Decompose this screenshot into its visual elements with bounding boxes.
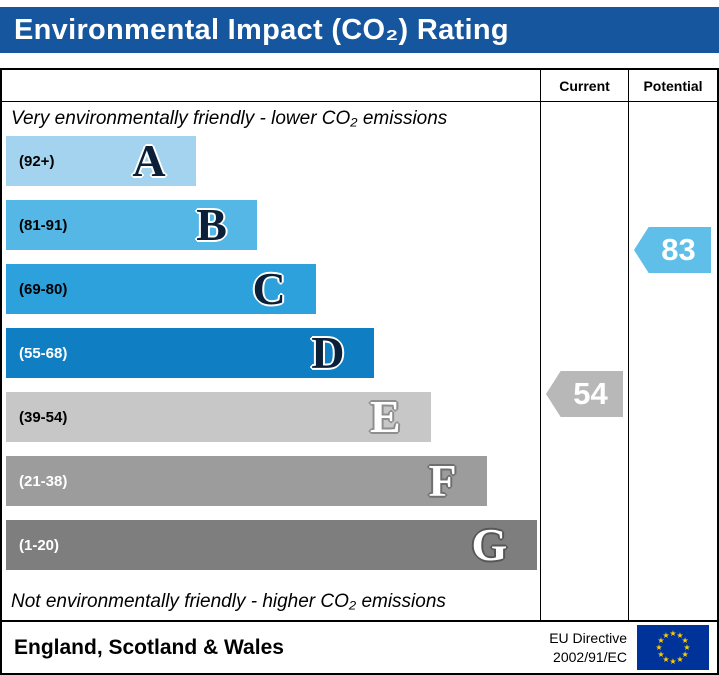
epc-co2-page: Environmental Impact (CO₂) Rating Curren… (0, 7, 719, 675)
band-row-g: (1-20) G (6, 520, 540, 584)
svg-text:★: ★ (657, 636, 664, 645)
band-c: (69-80) C (6, 264, 316, 314)
svg-text:★: ★ (669, 657, 676, 666)
svg-text:★: ★ (669, 629, 676, 638)
band-f-range: (21-38) (19, 472, 68, 490)
band-b-letter: B (196, 199, 227, 250)
footer-bar: England, Scotland & Wales EU Directive 2… (0, 622, 719, 675)
svg-text:★: ★ (657, 650, 664, 659)
current-column-header: Current (540, 70, 628, 101)
eu-directive-label: EU Directive 2002/91/EC (549, 629, 627, 665)
potential-column: 83 (628, 102, 717, 620)
band-c-letter: C (252, 263, 286, 314)
svg-text:★: ★ (662, 655, 669, 664)
band-row-b: (81-91) B (6, 200, 540, 264)
bands-area: Very environmentally friendly - lower CO… (2, 102, 540, 620)
region-label: England, Scotland & Wales (14, 635, 284, 659)
band-a-range: (92+) (19, 152, 55, 170)
band-g-letter: G (471, 519, 508, 570)
band-f-letter: F (428, 455, 457, 506)
potential-rating-pointer: 83 (634, 227, 711, 273)
potential-column-header: Potential (628, 70, 717, 101)
current-rating-value: 54 (573, 376, 608, 411)
chart-title-bar: Environmental Impact (CO₂) Rating (0, 7, 719, 53)
table-header-row: Current Potential (2, 70, 717, 102)
svg-text:★: ★ (662, 631, 669, 640)
rating-table: Current Potential Very environmentally f… (0, 68, 719, 622)
band-f: (21-38) F (6, 456, 487, 506)
band-list: (92+) A (81-91) B (69-80) C (2, 136, 540, 584)
bottom-caption: Not environmentally friendly - higher CO… (11, 591, 446, 612)
band-row-c: (69-80) C (6, 264, 540, 328)
band-c-range: (69-80) (19, 280, 68, 298)
svg-text:★: ★ (683, 643, 690, 652)
svg-text:★: ★ (676, 631, 683, 640)
top-caption: Very environmentally friendly - lower CO… (11, 108, 448, 129)
band-row-e: (39-54) E (6, 392, 540, 456)
table-body: Very environmentally friendly - lower CO… (2, 102, 717, 620)
svg-text:★: ★ (682, 636, 689, 645)
band-e-letter: E (369, 391, 401, 442)
band-d-letter: D (311, 327, 345, 378)
band-g-range: (1-20) (19, 536, 60, 554)
band-b-range: (81-91) (19, 216, 68, 234)
band-a-letter: A (132, 135, 166, 186)
band-e-range: (39-54) (19, 408, 68, 426)
band-a: (92+) A (6, 136, 196, 186)
band-b: (81-91) B (6, 200, 257, 250)
potential-rating-value: 83 (661, 232, 696, 267)
band-row-f: (21-38) F (6, 456, 540, 520)
page-title: Environmental Impact (CO₂) Rating (14, 13, 509, 46)
band-d: (55-68) D (6, 327, 375, 378)
svg-text:★: ★ (655, 643, 662, 652)
header-spacer-cell (2, 70, 540, 101)
eu-directive-line2: 2002/91/EC (553, 648, 627, 665)
band-g: (1-20) G (6, 519, 538, 570)
svg-text:★: ★ (682, 650, 689, 659)
svg-text:★: ★ (676, 655, 683, 664)
current-column: 54 (540, 102, 628, 620)
current-rating-pointer: 54 (546, 371, 623, 417)
eu-flag-icon: ★ ★ ★ ★ ★ ★ ★ ★ ★ ★ ★ ★ (637, 625, 709, 670)
eu-directive-line1: EU Directive (549, 630, 627, 647)
band-e: (39-54) E (6, 392, 431, 442)
band-row-a: (92+) A (6, 136, 540, 200)
band-row-d: (55-68) D (6, 328, 540, 392)
band-d-range: (55-68) (19, 344, 68, 362)
